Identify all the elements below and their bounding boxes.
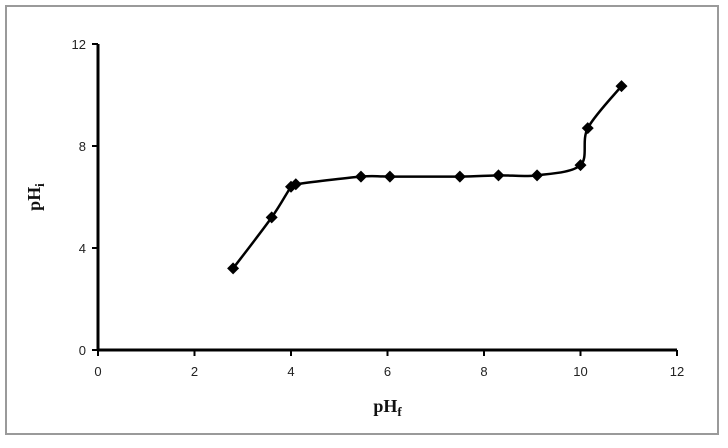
x-tick-label: 4 [287, 364, 294, 379]
data-point [581, 122, 594, 135]
x-tick-label: 8 [480, 364, 487, 379]
data-point [383, 170, 396, 183]
y-axis-title-main: pH [24, 187, 44, 211]
y-tick-label: 12 [72, 37, 86, 52]
y-ticks: 0 4 8 12 [72, 37, 98, 358]
data-point [289, 178, 302, 191]
data-point [615, 80, 628, 93]
x-tick-label: 2 [191, 364, 198, 379]
y-tick-label: 0 [79, 343, 86, 358]
x-tick-label: 6 [384, 364, 391, 379]
series-line [232, 85, 623, 270]
series-markers [227, 80, 628, 275]
data-point [492, 169, 505, 182]
data-point [453, 170, 466, 183]
data-point [531, 169, 544, 182]
data-point [354, 170, 367, 183]
y-axis-title: pHi [24, 183, 47, 211]
x-axis-title-main: pH [373, 396, 397, 416]
data-point [265, 211, 278, 224]
x-tick-label: 0 [94, 364, 101, 379]
x-axis-title-subscript: f [397, 404, 402, 419]
axes [96, 44, 677, 352]
x-axis-title: pHf [373, 396, 402, 419]
x-tick-label: 12 [670, 364, 684, 379]
x-tick-label: 10 [573, 364, 587, 379]
chart-frame [5, 5, 719, 435]
x-ticks: 0 2 4 6 8 10 12 [94, 350, 684, 379]
y-axis-title-subscript: i [32, 183, 47, 187]
data-point [227, 262, 240, 275]
y-tick-label: 4 [79, 241, 86, 256]
y-tick-label: 8 [79, 139, 86, 154]
data-point [574, 159, 587, 172]
